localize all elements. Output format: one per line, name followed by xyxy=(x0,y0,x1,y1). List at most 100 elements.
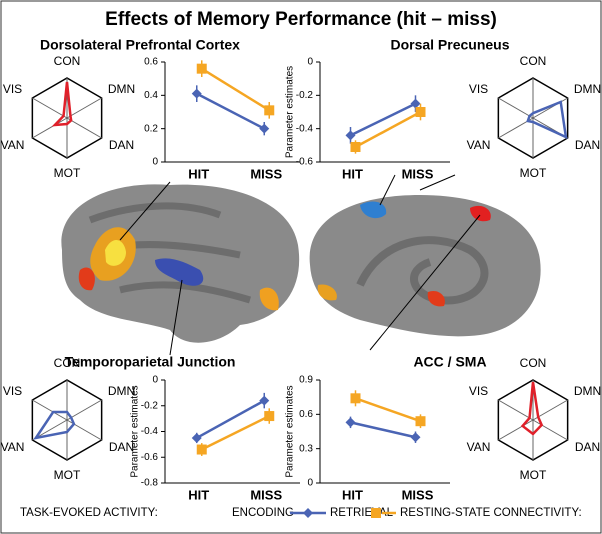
radar-area xyxy=(33,410,76,440)
radar-spoke xyxy=(498,419,534,441)
radar-axis-label: VIS xyxy=(469,384,488,398)
legend-label: ENCODING xyxy=(232,507,294,519)
y-tick-label: 0.6 xyxy=(299,409,313,420)
marker xyxy=(259,123,270,134)
radar-spoke xyxy=(32,97,68,119)
radar-axis-label: DAN xyxy=(109,138,134,152)
x-tick-label: HIT xyxy=(342,487,363,502)
panel-title: Dorsolateral Prefrontal Cortex xyxy=(40,37,240,53)
radar-spoke xyxy=(66,399,102,421)
y-tick-label: -0.2 xyxy=(296,90,314,101)
marker xyxy=(415,107,426,117)
x-tick-label: HIT xyxy=(188,166,209,181)
radar-axis-label: CON xyxy=(54,54,81,68)
y-axis-label: Parameter estimates xyxy=(130,385,141,477)
figure-title: Effects of Memory Performance (hit – mis… xyxy=(105,9,497,30)
radar-area xyxy=(526,100,568,140)
y-tick-label: 0 xyxy=(307,57,313,68)
radar-axis-label: VIS xyxy=(3,82,22,96)
y-axis-label: Parameter estimates xyxy=(285,66,296,158)
marker xyxy=(196,444,207,455)
radar-axis-label: DMN xyxy=(574,82,601,96)
radar-axis-label: VAN xyxy=(467,138,491,152)
series-line xyxy=(201,414,270,451)
marker xyxy=(191,88,202,99)
y-tick-label: 0 xyxy=(307,478,313,489)
y-tick-label: 0.2 xyxy=(144,123,158,134)
radar-axis-label: VAN xyxy=(1,440,25,454)
radar-spoke xyxy=(498,97,534,119)
x-tick-label: MISS xyxy=(402,487,434,502)
series-line xyxy=(355,397,421,423)
radar-spoke xyxy=(66,117,102,139)
panel-title: Temporoparietal Junction xyxy=(65,354,236,370)
y-axis-label: Parameter estimates xyxy=(285,385,296,477)
radar-axis-label: CON xyxy=(520,54,547,68)
x-tick-label: HIT xyxy=(342,166,363,181)
series-line xyxy=(201,67,270,112)
leader-lines xyxy=(119,174,481,356)
radar-axis-label: DAN xyxy=(575,138,600,152)
legend-marker xyxy=(303,508,313,518)
y-tick-label: 0 xyxy=(152,375,158,386)
radar-axis-label: MOT xyxy=(54,166,81,180)
radar-axis-label: MOT xyxy=(520,468,547,482)
y-tick-label: -0.4 xyxy=(141,426,159,437)
radar-axis-label: VAN xyxy=(467,440,491,454)
radar-axis-label: VIS xyxy=(469,82,488,96)
brain-right xyxy=(309,195,541,337)
marker xyxy=(191,432,202,443)
marker xyxy=(345,130,356,141)
x-tick-label: MISS xyxy=(250,166,282,181)
marker xyxy=(196,63,207,74)
marker xyxy=(415,416,426,427)
legend-task-label: TASK-EVOKED ACTIVITY: xyxy=(20,507,158,519)
x-tick-label: MISS xyxy=(402,166,434,181)
marker xyxy=(259,395,270,406)
x-tick-label: HIT xyxy=(188,487,209,502)
marker xyxy=(350,393,361,404)
radar-axis-label: DMN xyxy=(574,384,601,398)
x-tick-label: MISS xyxy=(250,487,282,502)
radar-area xyxy=(520,381,544,436)
radar-axis-label: CON xyxy=(520,356,547,370)
panel-title: Dorsal Precuneus xyxy=(390,37,509,53)
radar-axis-label: VIS xyxy=(3,384,22,398)
series-line xyxy=(196,399,265,440)
radar-spoke xyxy=(66,97,102,119)
radar-axis-label: MOT xyxy=(520,166,547,180)
y-tick-label: 0.4 xyxy=(144,90,158,101)
radar-axis-label: DMN xyxy=(108,82,135,96)
radar-axis-label: DMN xyxy=(108,384,135,398)
y-tick-label: 0.3 xyxy=(299,443,313,454)
y-tick-label: -0.4 xyxy=(296,123,314,134)
y-tick-label: -0.8 xyxy=(141,478,159,489)
y-tick-label: 0.6 xyxy=(144,57,158,68)
radar-spoke xyxy=(498,399,534,421)
radar-axis-label: DAN xyxy=(575,440,600,454)
marker xyxy=(410,432,421,443)
marker xyxy=(350,142,361,152)
brain-left xyxy=(61,184,300,343)
marker xyxy=(264,105,275,116)
radar-axis-label: MOT xyxy=(54,468,81,482)
legend: TASK-EVOKED ACTIVITY: ENCODING RETRIEVAL… xyxy=(20,507,582,519)
series-line xyxy=(196,92,265,130)
radar-area xyxy=(51,81,73,127)
radar-spoke xyxy=(32,117,68,139)
radar-axis-label: VAN xyxy=(1,138,25,152)
marker xyxy=(264,411,275,422)
series-line xyxy=(354,110,422,149)
series-line xyxy=(349,102,417,137)
y-tick-label: -0.2 xyxy=(141,400,159,411)
marker xyxy=(410,98,421,109)
legend-marker xyxy=(371,508,381,518)
radar-spoke xyxy=(32,399,68,421)
radar-axis-label: CON xyxy=(54,356,81,370)
radar-axis-label: DAN xyxy=(109,440,134,454)
marker xyxy=(345,417,356,428)
series-line xyxy=(350,421,416,439)
y-tick-label: -0.6 xyxy=(296,157,314,168)
y-tick-label: 0.9 xyxy=(299,375,313,386)
